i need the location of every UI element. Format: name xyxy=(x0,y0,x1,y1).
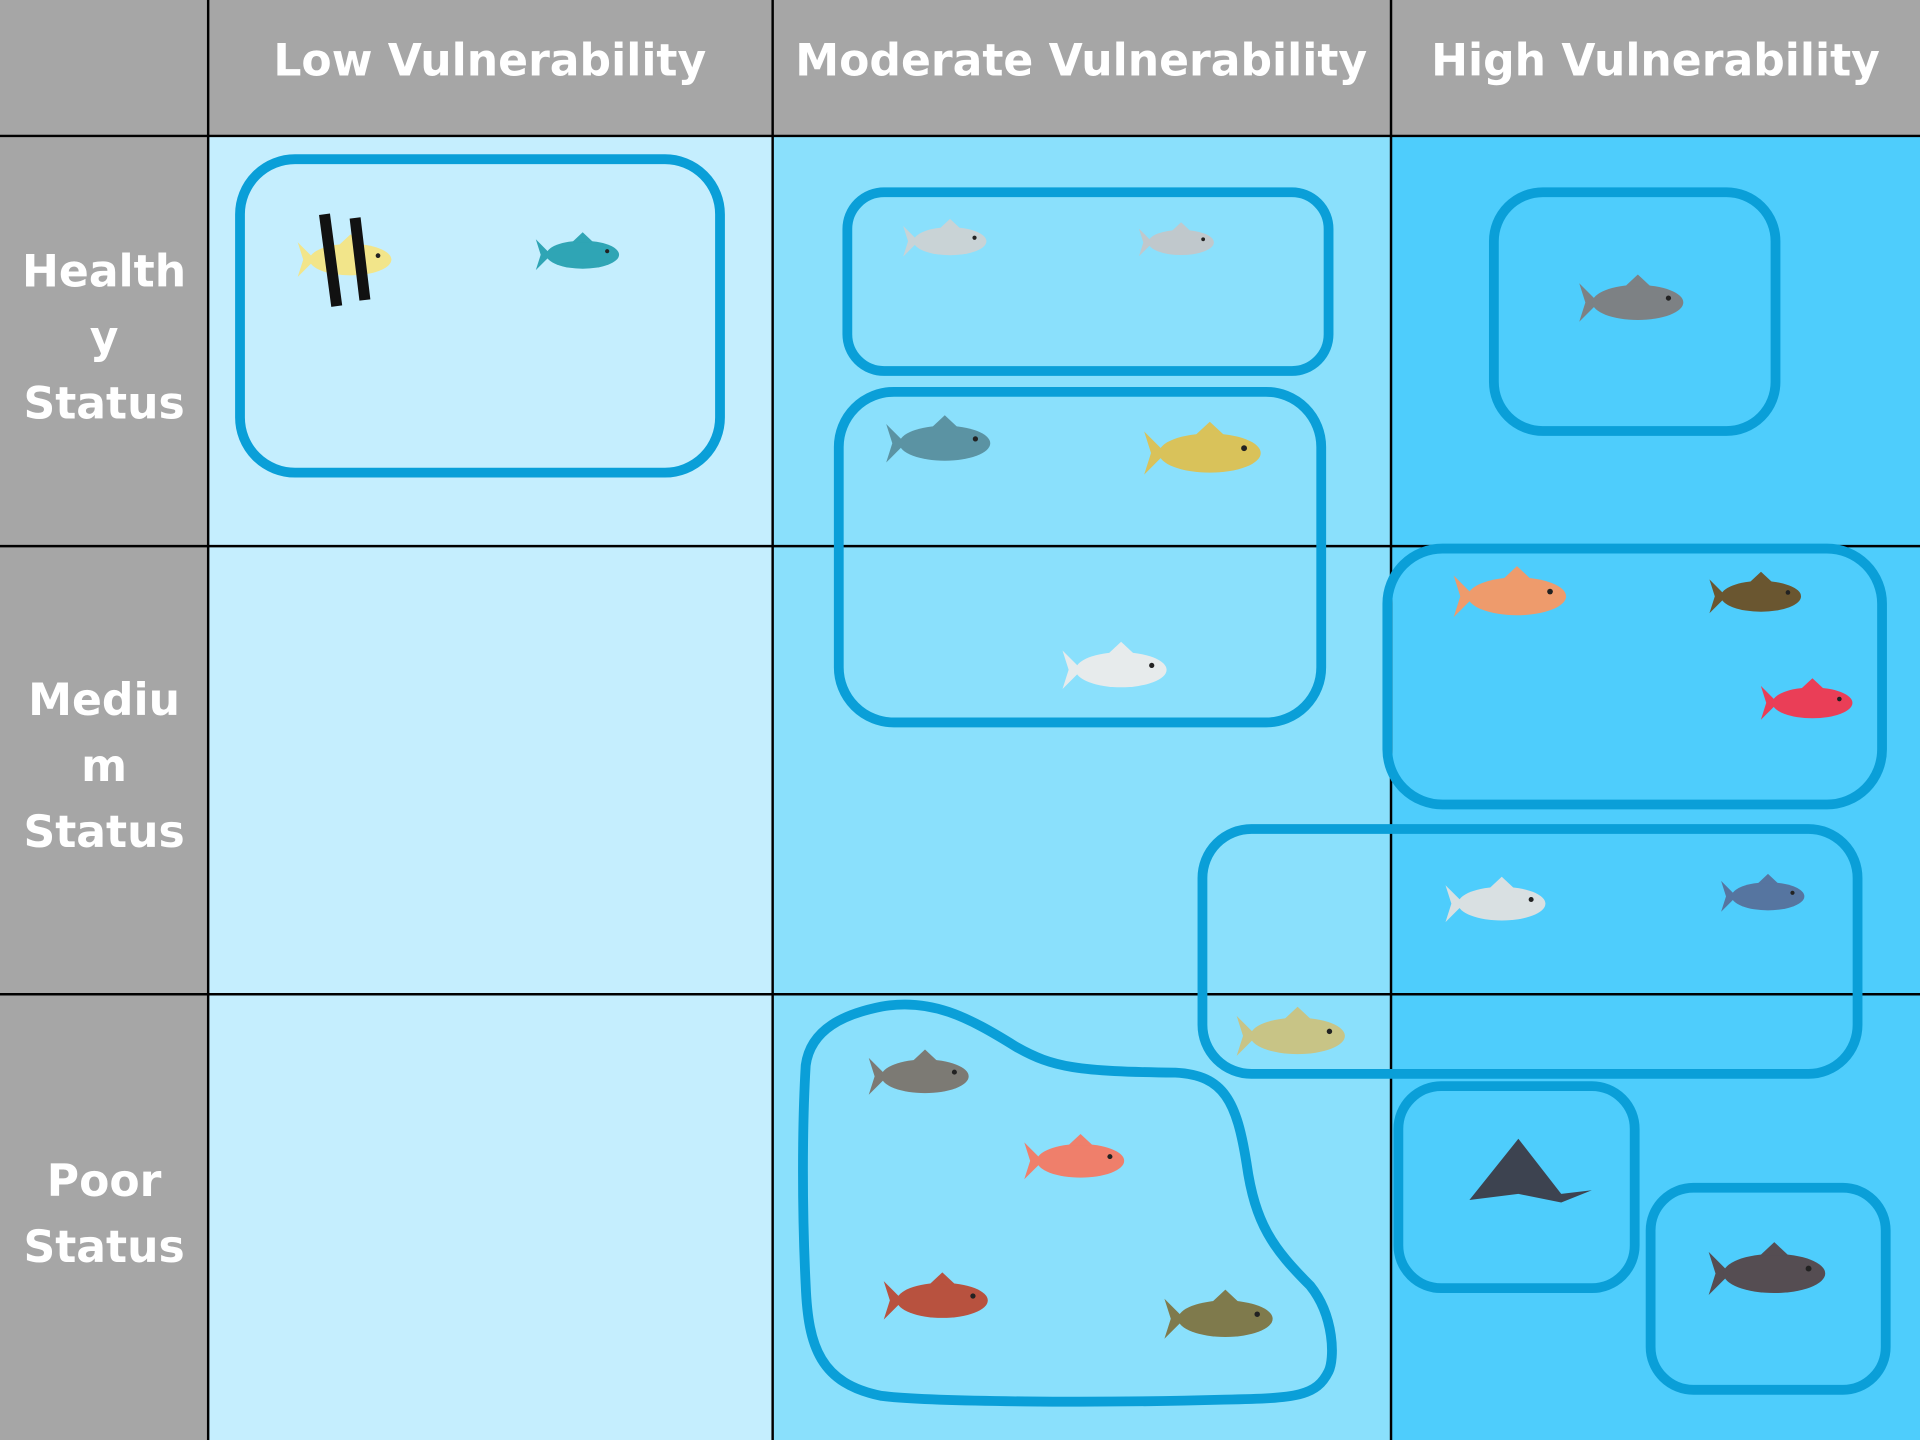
row-header: Health xyxy=(22,246,186,297)
header-row xyxy=(0,0,1920,136)
group-outlines xyxy=(235,154,1891,1407)
row-header: m xyxy=(81,741,127,792)
row-header: Status xyxy=(23,807,184,858)
column-header: High Vulnerability xyxy=(1431,36,1880,87)
column-header: Low Vulnerability xyxy=(273,36,706,87)
moderate-column xyxy=(772,135,1392,1440)
column-header: Moderate Vulnerability xyxy=(795,36,1367,87)
row-header: y xyxy=(90,312,119,363)
row-header-column xyxy=(0,135,209,1440)
low-column xyxy=(208,135,773,1440)
row-header: Status xyxy=(23,379,184,430)
row-header: Status xyxy=(23,1222,184,1273)
row-header: Mediu xyxy=(28,675,180,726)
fish-icons xyxy=(297,213,1853,1339)
row-header: Poor xyxy=(47,1156,162,1207)
